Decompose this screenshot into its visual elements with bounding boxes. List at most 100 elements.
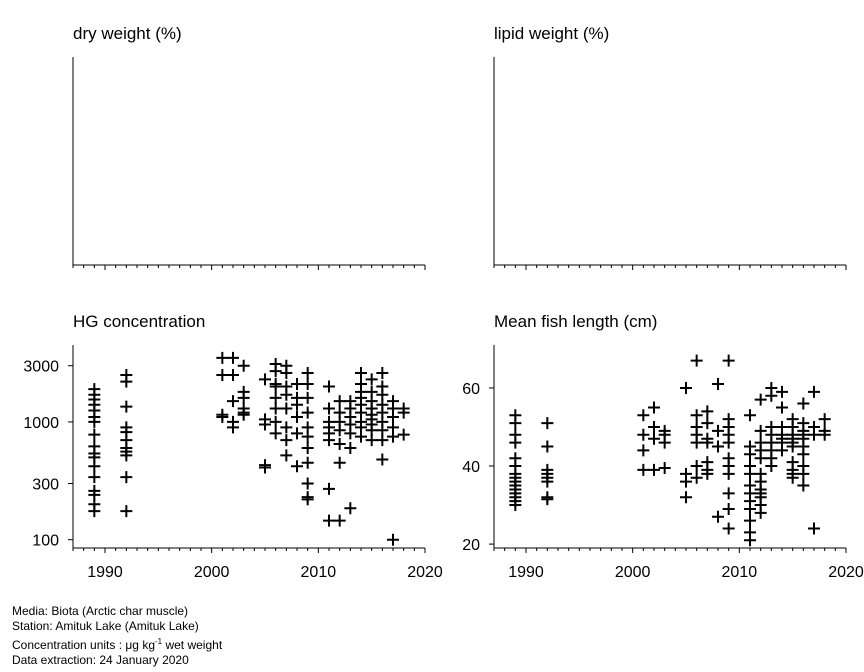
hg-x-tick-label: 2020: [407, 564, 443, 581]
length-point: [744, 514, 756, 527]
length-point: [658, 461, 671, 474]
hg-point: [291, 460, 303, 473]
footer-station: Station: Amituk Lake (Amituk Lake): [12, 619, 199, 633]
length-point: [722, 522, 735, 535]
length-point: [776, 444, 788, 457]
length-point: [648, 432, 660, 445]
length-point: [818, 428, 831, 441]
hg-point: [301, 456, 314, 469]
hg-point: [344, 502, 357, 515]
footer-notes: Media: Biota (Arctic char muscle) Statio…: [12, 604, 222, 668]
length-point: [637, 409, 650, 422]
y-ticks-length: 20 40 60: [462, 381, 494, 554]
hg-point: [333, 514, 346, 527]
length-point: [722, 436, 735, 449]
hg-y-tick-label: 100: [32, 533, 59, 550]
hg-point: [120, 375, 133, 388]
hg-point: [280, 421, 293, 434]
length-point: [680, 475, 692, 488]
hg-point: [88, 505, 101, 518]
length-x-tick-label: 2000: [615, 564, 651, 581]
footer-units: Concentration units : μg kg-1 wet weight: [12, 634, 222, 653]
length-point: [690, 354, 703, 367]
footer-units-exponent: -1: [155, 637, 163, 646]
panel-title-length: Mean fish length (cm): [494, 312, 657, 331]
hg-point: [397, 428, 410, 441]
footer-extraction: Data extraction: 24 January 2020: [12, 653, 189, 667]
length-point: [797, 448, 810, 461]
length-point: [722, 487, 735, 500]
hg-point: [237, 391, 250, 404]
length-point: [744, 467, 756, 480]
hg-point: [301, 493, 314, 506]
length-point: [744, 409, 756, 422]
length-point: [541, 493, 554, 506]
hg-point: [120, 449, 133, 462]
points-hg: [88, 351, 410, 546]
hg-point: [323, 514, 335, 527]
length-y-tick-label: 20: [462, 537, 480, 554]
length-point: [776, 401, 788, 414]
length-point: [797, 397, 810, 410]
footer-units-suffix: wet weight: [162, 638, 223, 652]
hg-point: [269, 415, 282, 428]
footer-media: Media: Biota (Arctic char muscle): [12, 604, 189, 618]
hg-point: [323, 402, 335, 415]
length-point: [712, 510, 724, 523]
hg-point: [301, 391, 314, 404]
hg-point: [291, 411, 303, 424]
length-y-tick-label: 60: [462, 381, 480, 398]
chart-canvas: dry weight (%) lipid weight (%) HG conce…: [23, 24, 864, 581]
length-point: [765, 389, 778, 402]
hg-x-tick-label: 1990: [87, 564, 123, 581]
hg-point: [280, 367, 293, 380]
hg-point: [365, 373, 378, 386]
hg-point: [259, 461, 271, 474]
hg-y-tick-label: 1000: [23, 415, 59, 432]
hg-point: [291, 377, 303, 390]
hg-point: [280, 434, 293, 447]
length-point: [797, 467, 810, 480]
length-point: [509, 417, 522, 430]
length-point: [658, 436, 671, 449]
length-point: [690, 436, 703, 449]
hg-point: [301, 442, 314, 455]
length-point: [701, 405, 714, 418]
length-point: [754, 506, 767, 519]
length-point: [637, 444, 650, 457]
hg-point: [216, 351, 229, 364]
hg-point: [120, 400, 133, 413]
length-point: [712, 424, 724, 437]
length-point: [808, 385, 820, 398]
hg-point: [344, 427, 357, 440]
length-point: [648, 463, 660, 476]
length-point: [786, 440, 799, 453]
length-point: [680, 381, 692, 394]
hg-y-tick-label: 3000: [23, 359, 59, 376]
length-point: [744, 502, 756, 515]
panel-mean-fish-length: Mean fish length (cm) 20 40 60 1990 2000 201…: [462, 312, 864, 581]
length-y-tick-label: 40: [462, 459, 480, 476]
x-ticks-hg: 1990 2000 2010 2020: [72, 548, 443, 581]
points-length: [509, 354, 831, 547]
hg-point: [216, 369, 229, 382]
hg-point: [376, 434, 389, 447]
panel-lipid-weight: lipid weight (%): [493, 24, 847, 270]
hg-point: [120, 505, 133, 518]
hg-point: [227, 351, 239, 364]
hg-x-tick-label: 2010: [301, 564, 337, 581]
length-x-tick-label: 2010: [722, 564, 758, 581]
length-point: [648, 420, 660, 433]
hg-x-tick-label: 2000: [194, 564, 230, 581]
length-point: [744, 534, 756, 547]
length-point: [690, 460, 703, 473]
length-point: [680, 491, 692, 504]
hg-point: [365, 434, 378, 447]
length-point: [637, 463, 650, 476]
hg-y-tick-label: 300: [32, 477, 59, 494]
hg-point: [227, 395, 239, 408]
hg-point: [301, 377, 314, 390]
hg-point: [237, 359, 250, 372]
hg-point: [88, 471, 101, 484]
length-point: [648, 401, 660, 414]
